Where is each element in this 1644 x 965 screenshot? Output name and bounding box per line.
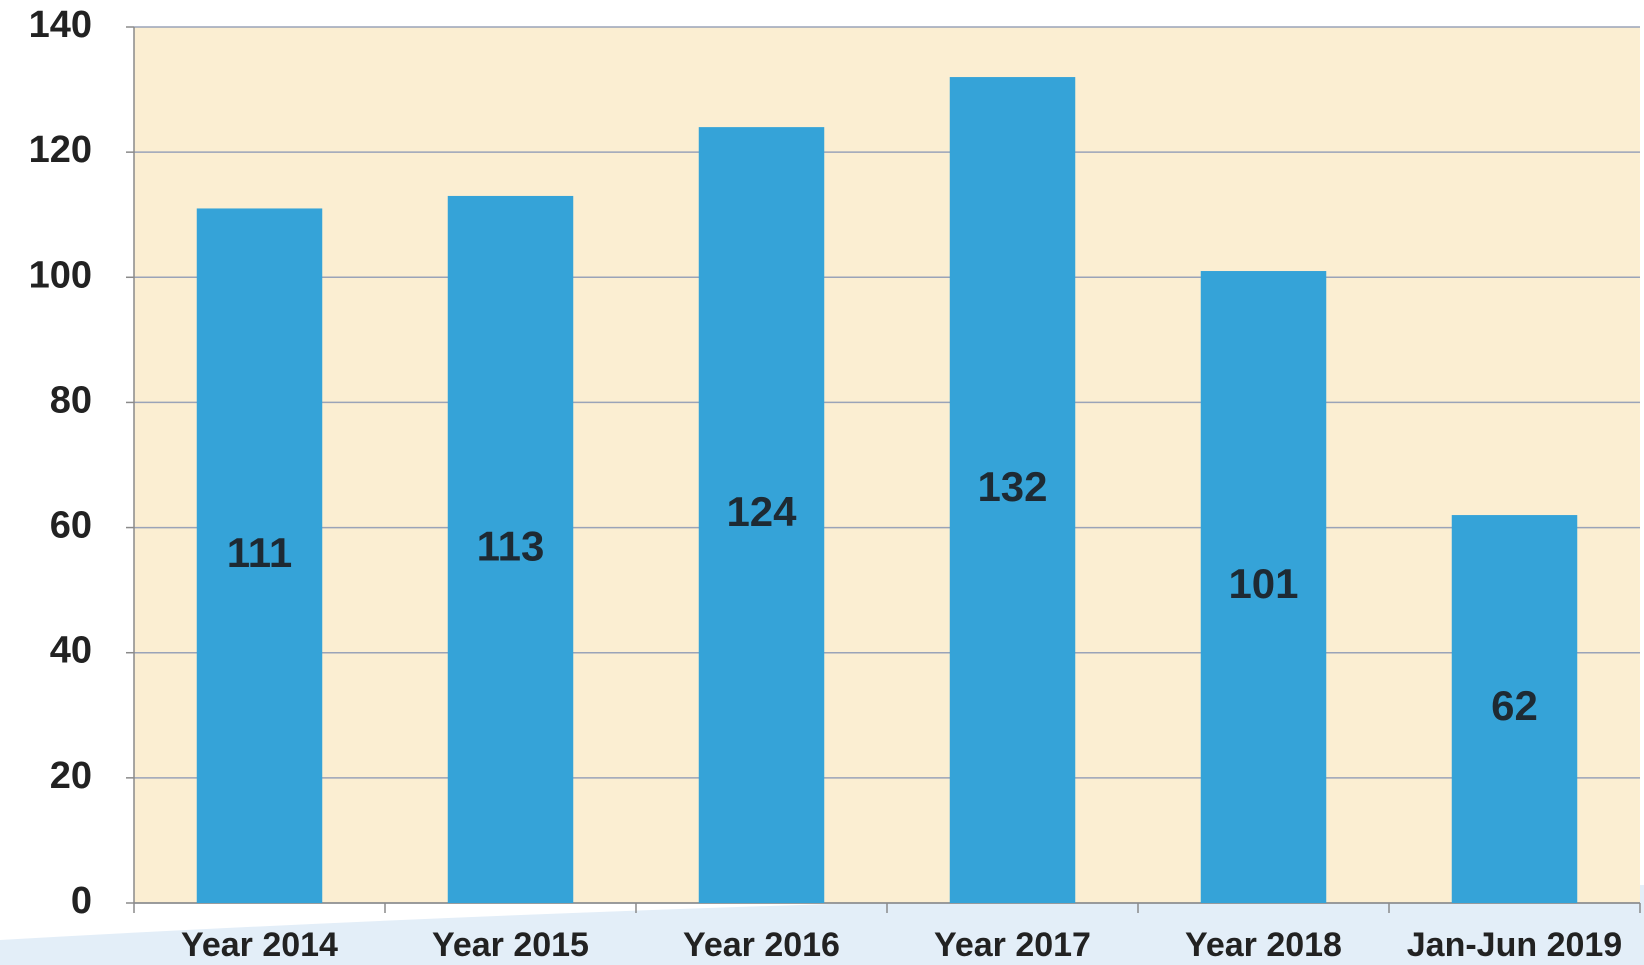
y-tick-label: 0 <box>71 880 92 922</box>
x-tick-label: Year 2018 <box>1185 926 1342 964</box>
bar <box>698 127 825 904</box>
value-label: 132 <box>977 463 1047 510</box>
value-label: 124 <box>726 488 797 535</box>
x-tick-label: Jan-Jun 2019 <box>1407 926 1622 964</box>
y-tick-label: 140 <box>29 4 92 46</box>
y-tick-label: 120 <box>29 129 92 171</box>
bar <box>196 208 323 903</box>
y-tick-label: 100 <box>29 254 92 296</box>
x-tick-label: Year 2016 <box>683 926 840 964</box>
value-label: 101 <box>1228 560 1298 607</box>
bar <box>949 77 1076 904</box>
y-tick-label: 60 <box>50 505 92 547</box>
background-swoosh <box>0 885 1644 965</box>
y-tick-label: 20 <box>50 755 92 797</box>
y-tick-label: 40 <box>50 630 92 672</box>
value-label: 111 <box>227 529 292 576</box>
bar <box>1200 271 1327 903</box>
value-label: 62 <box>1491 682 1538 729</box>
x-tick-label: Year 2014 <box>181 926 338 964</box>
value-label: 113 <box>477 523 545 570</box>
plot-area <box>134 27 1640 903</box>
bar <box>447 195 574 903</box>
bar <box>1451 515 1578 903</box>
x-tick-label: Year 2017 <box>934 926 1091 964</box>
x-tick-label: Year 2015 <box>432 926 589 964</box>
y-tick-label: 80 <box>50 379 92 421</box>
